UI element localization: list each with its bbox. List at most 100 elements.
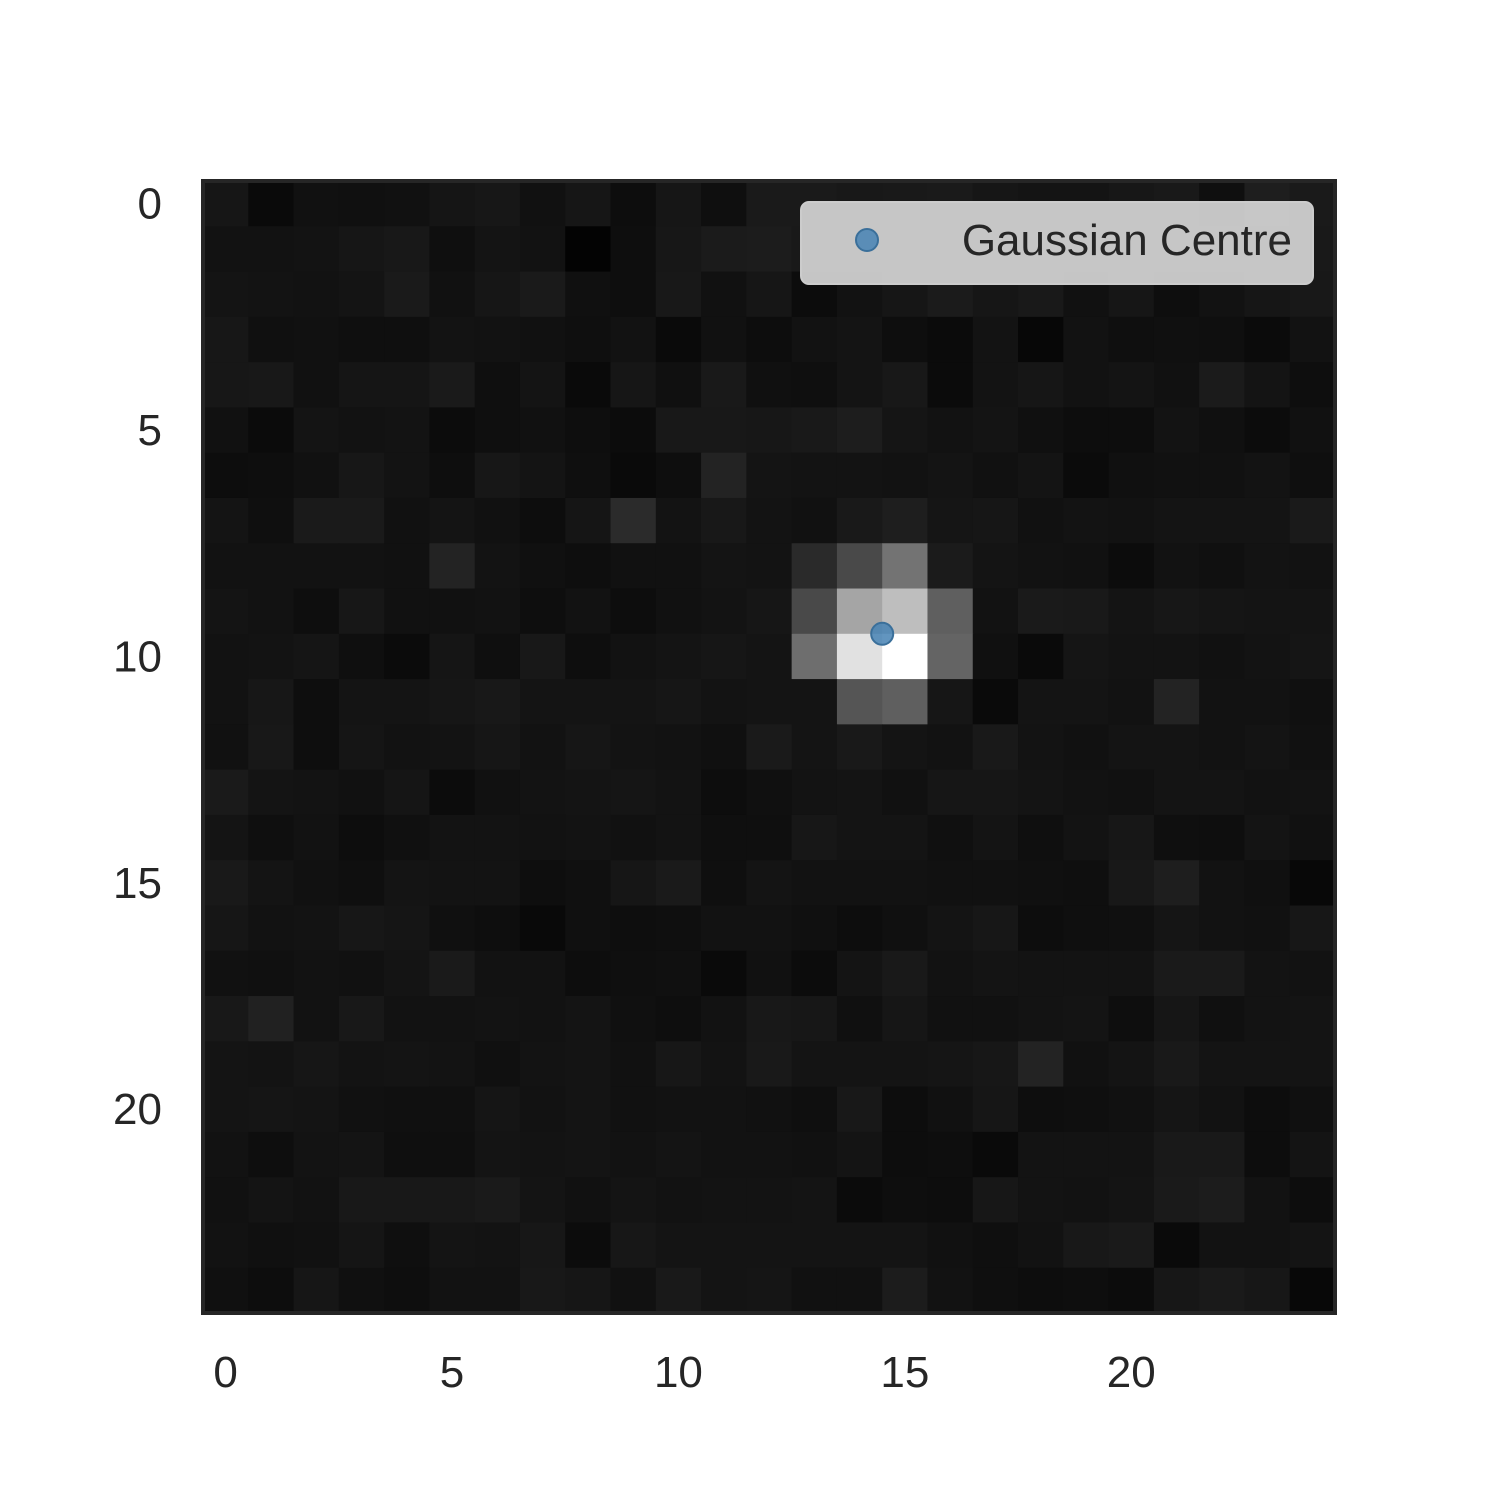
heatmap-cell <box>203 497 249 544</box>
heatmap-cell <box>429 543 476 590</box>
heatmap-cell <box>1199 633 1246 680</box>
heatmap-cell <box>1199 814 1246 861</box>
heatmap-cell <box>836 996 883 1042</box>
heatmap-cell <box>655 860 702 907</box>
heatmap-cell <box>293 271 340 318</box>
heatmap-cell <box>836 814 883 861</box>
heatmap-cell <box>927 679 974 725</box>
heatmap-cell <box>610 679 657 725</box>
heatmap-cell <box>519 996 566 1042</box>
heatmap-cell <box>338 1177 385 1224</box>
heatmap-cell <box>791 905 838 952</box>
heatmap-cell <box>293 860 340 907</box>
heatmap-cell <box>1063 588 1110 635</box>
heatmap-cell <box>1153 724 1200 771</box>
heatmap-cell <box>610 769 657 816</box>
heatmap-cell <box>293 407 340 454</box>
heatmap-cell <box>1153 1222 1200 1269</box>
heatmap-cell <box>474 950 521 997</box>
heatmap-cell <box>474 679 521 725</box>
heatmap-cell <box>248 1041 295 1088</box>
heatmap-cell <box>474 633 521 680</box>
heatmap-cell <box>203 633 249 680</box>
heatmap-cell <box>1108 996 1155 1042</box>
heatmap-cell <box>882 1041 929 1088</box>
heatmap-cell <box>972 316 1019 363</box>
heatmap-cell <box>882 996 929 1042</box>
heatmap-cell <box>293 497 340 544</box>
heatmap-cell <box>1018 1041 1064 1088</box>
heatmap-cell <box>972 1086 1019 1133</box>
heatmap-cell <box>882 950 929 997</box>
heatmap-cell <box>429 814 476 861</box>
heatmap-cell <box>474 543 521 590</box>
heatmap-cell <box>610 316 657 363</box>
heatmap-cell <box>1199 362 1246 408</box>
heatmap-cell <box>248 996 295 1042</box>
heatmap-cell <box>1108 588 1155 635</box>
heatmap-cell <box>248 181 295 227</box>
heatmap-cell <box>655 724 702 771</box>
heatmap-cell <box>519 1086 566 1133</box>
heatmap-cell <box>701 181 747 227</box>
heatmap-cell <box>882 362 929 408</box>
heatmap-cell <box>293 1267 340 1314</box>
heatmap-cell <box>1244 1086 1291 1133</box>
heatmap-cell <box>791 633 838 680</box>
heatmap-cell <box>972 679 1019 725</box>
heatmap-cell <box>1108 362 1155 408</box>
heatmap-cell <box>791 1267 838 1314</box>
heatmap-cell <box>836 905 883 952</box>
heatmap-cell <box>972 362 1019 408</box>
heatmap-cell <box>519 226 566 273</box>
x-tick-label: 5 <box>440 1348 464 1397</box>
heatmap-cell <box>474 452 521 499</box>
heatmap-cell <box>1063 362 1110 408</box>
heatmap-cell <box>972 724 1019 771</box>
heatmap-cell <box>474 226 521 273</box>
heatmap-cell <box>655 633 702 680</box>
heatmap-cell <box>791 679 838 725</box>
heatmap-cell <box>1018 1222 1064 1269</box>
heatmap-cell <box>384 1131 430 1178</box>
heatmap-cell <box>1289 633 1336 680</box>
heatmap-cell <box>1153 950 1200 997</box>
heatmap-cell <box>519 497 566 544</box>
heatmap-cell <box>248 1177 295 1224</box>
heatmap-cell <box>384 271 430 318</box>
heatmap-cell <box>1199 452 1246 499</box>
heatmap-cell <box>746 1267 793 1314</box>
heatmap-cell <box>791 996 838 1042</box>
heatmap-cell <box>429 724 476 771</box>
heatmap-cell <box>565 1086 612 1133</box>
heatmap-cell <box>836 724 883 771</box>
heatmap-cell <box>248 724 295 771</box>
heatmap-cell <box>338 181 385 227</box>
heatmap-cell <box>746 316 793 363</box>
y-tick-label: 15 <box>113 859 162 908</box>
heatmap-cell <box>1063 1086 1110 1133</box>
heatmap-cell <box>836 543 883 590</box>
heatmap-cell <box>519 679 566 725</box>
heatmap-cell <box>746 860 793 907</box>
heatmap-cell <box>203 1222 249 1269</box>
heatmap-cell <box>519 543 566 590</box>
heatmap-cell <box>338 543 385 590</box>
heatmap-cell <box>429 226 476 273</box>
heatmap-cell <box>1153 407 1200 454</box>
heatmap-cell <box>610 950 657 997</box>
heatmap-cell <box>972 1041 1019 1088</box>
heatmap-cell <box>972 814 1019 861</box>
heatmap-cell <box>203 271 249 318</box>
heatmap-cell <box>1063 679 1110 725</box>
heatmap-cell <box>1289 362 1336 408</box>
heatmap-cell <box>927 1222 974 1269</box>
heatmap-cell <box>701 316 747 363</box>
heatmap-cell <box>1199 316 1246 363</box>
heatmap-cell <box>1018 362 1064 408</box>
heatmap-cell <box>248 769 295 816</box>
legend-label: Gaussian Centre <box>962 216 1292 265</box>
heatmap-cell <box>1108 1041 1155 1088</box>
heatmap-cell <box>519 1177 566 1224</box>
heatmap-cell <box>927 1267 974 1314</box>
